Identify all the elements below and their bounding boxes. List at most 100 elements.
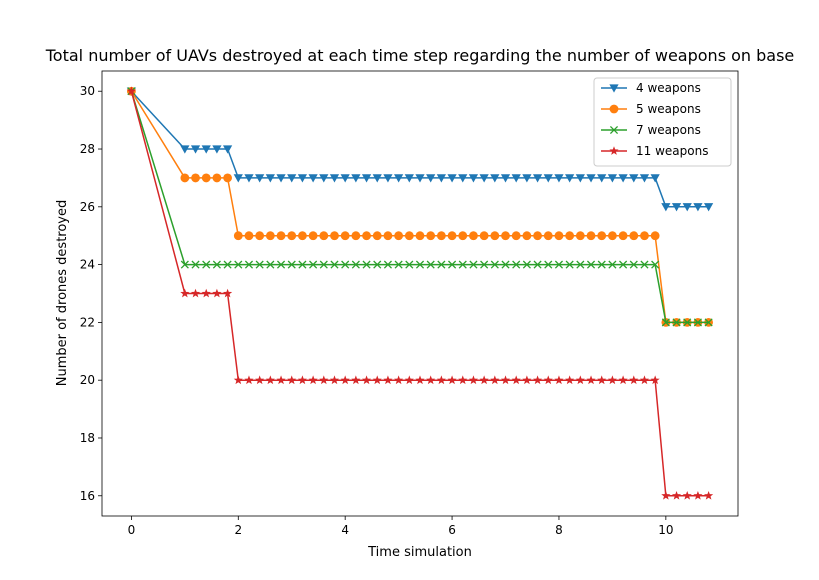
- data-point-2-46-stroke-b: [661, 318, 670, 327]
- data-point-1-4: [212, 173, 222, 183]
- data-point-2-29-stroke-b: [480, 260, 489, 269]
- data-point-2-19-stroke-b: [373, 260, 382, 269]
- data-point-2-7-stroke-b: [244, 260, 254, 269]
- data-point-2-43-stroke-b: [629, 260, 638, 269]
- data-point-3-19: [372, 375, 382, 385]
- data-point-2-15: [330, 260, 339, 269]
- data-point-3-7: [244, 375, 254, 385]
- data-point-2-34: [533, 260, 542, 269]
- y-tick-label-2: 20: [80, 373, 95, 387]
- data-point-0-13: [308, 174, 318, 183]
- data-point-2-11: [287, 260, 296, 269]
- data-point-2-8: [255, 260, 264, 269]
- data-point-1-31: [501, 231, 510, 241]
- data-point-2-50: [704, 318, 713, 327]
- data-point-2-2: [191, 260, 200, 269]
- data-point-2-12: [298, 260, 307, 269]
- x-tick-label-1: 2: [234, 523, 242, 537]
- data-point-3-8: [255, 375, 265, 385]
- data-point-2-4: [212, 260, 221, 269]
- data-point-2-22: [405, 260, 414, 269]
- data-point-0-28: [468, 174, 479, 183]
- data-point-2-40: [597, 260, 606, 269]
- data-point-2-30-stroke-b: [490, 260, 499, 269]
- data-point-3-17: [351, 375, 361, 385]
- data-point-2-49: [693, 318, 702, 327]
- y-tick-label-5: 26: [80, 200, 95, 214]
- series-0: [126, 87, 714, 212]
- data-point-2-47-stroke-b: [672, 318, 681, 327]
- data-point-2-37: [565, 260, 574, 269]
- data-point-2-20-stroke-b: [383, 260, 392, 269]
- data-point-3-23: [415, 375, 425, 385]
- data-point-2-3-stroke-b: [202, 260, 211, 269]
- data-point-3-15: [329, 375, 340, 385]
- data-point-1-11: [287, 231, 297, 241]
- data-point-3-50: [704, 490, 714, 500]
- data-point-2-38: [576, 260, 585, 269]
- data-point-0-42: [618, 174, 628, 183]
- data-point-1-19: [372, 231, 382, 241]
- data-point-3-2: [190, 288, 201, 298]
- data-point-2-42: [619, 260, 628, 269]
- data-point-1-2: [191, 173, 200, 183]
- data-point-2-20: [383, 260, 392, 269]
- data-point-3-40: [597, 375, 607, 385]
- data-point-2-43: [629, 260, 638, 269]
- data-point-1-45: [650, 231, 660, 241]
- data-point-3-0: [126, 86, 136, 96]
- data-point-1-26: [447, 231, 457, 241]
- data-point-0-6: [233, 174, 243, 183]
- y-tick-label-4: 24: [80, 258, 95, 272]
- data-point-3-16: [340, 375, 350, 385]
- x-axis: 0 2 4 6 8 10: [128, 516, 673, 537]
- data-point-2-33-stroke-b: [522, 260, 531, 269]
- legend-marker-1: [609, 104, 619, 114]
- legend: 4 weapons 5 weapons 7 weapons 11 weapons: [593, 77, 732, 167]
- data-point-1-21: [394, 231, 404, 241]
- y-tick-label-6: 28: [80, 142, 95, 156]
- legend-box: [593, 77, 732, 167]
- data-point-2-24-stroke-b: [426, 260, 435, 269]
- data-point-1-25: [436, 231, 446, 241]
- legend-marker-2: [609, 125, 619, 135]
- axes-frame: [101, 70, 739, 517]
- data-point-1-41: [608, 231, 617, 241]
- data-point-2-17-stroke-b: [351, 260, 360, 269]
- data-point-1-24: [426, 231, 436, 241]
- data-point-0-37: [565, 174, 575, 183]
- data-point-0-32: [511, 174, 521, 183]
- data-point-0-29: [479, 174, 489, 183]
- data-point-3-48: [682, 490, 692, 500]
- data-point-1-12: [298, 231, 307, 241]
- data-point-1-39: [586, 231, 596, 241]
- y-tick-label-0: 16: [80, 489, 95, 503]
- data-point-0-18: [361, 174, 372, 183]
- x-axis-label: Time simulation: [367, 545, 472, 560]
- data-point-3-33: [522, 375, 532, 385]
- data-point-0-19: [372, 174, 382, 183]
- data-point-3-26: [447, 375, 457, 385]
- y-axis-label: Number of drones destroyed: [55, 200, 70, 387]
- data-point-3-28: [468, 375, 479, 385]
- data-point-3-44: [639, 375, 650, 385]
- data-point-2-9: [266, 260, 275, 269]
- data-point-0-39: [586, 174, 596, 183]
- y-tick-label-3: 22: [80, 315, 95, 329]
- data-point-2-6-stroke-b: [234, 260, 243, 269]
- data-point-0-27: [458, 174, 468, 183]
- series-3: [126, 86, 714, 500]
- data-point-1-29: [479, 231, 489, 241]
- data-point-2-5: [223, 260, 232, 269]
- data-point-0-10: [276, 174, 286, 183]
- data-point-0-45: [650, 174, 660, 183]
- y-axis: 16 18 20 22 24 26 28 30: [80, 84, 102, 503]
- data-point-2-39-stroke-b: [586, 260, 596, 269]
- data-point-2-44-stroke-b: [640, 260, 649, 269]
- data-point-1-15: [330, 231, 339, 241]
- data-point-2-36-stroke-b: [554, 260, 564, 269]
- data-point-0-20: [383, 174, 393, 183]
- data-point-1-42: [618, 231, 628, 241]
- data-point-1-23: [415, 231, 425, 241]
- data-point-1-34: [533, 231, 542, 241]
